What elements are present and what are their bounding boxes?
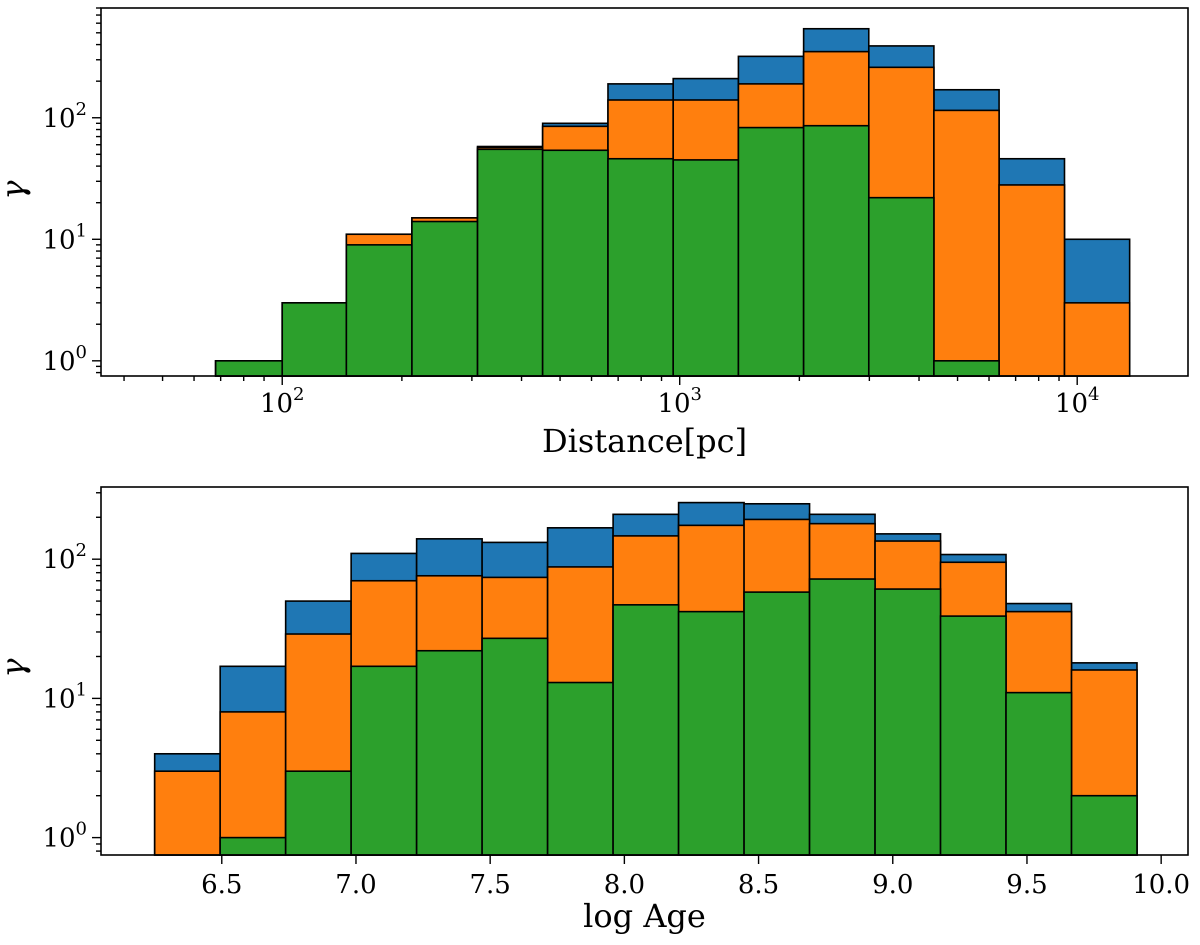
bar-green-3 [284, 770, 352, 856]
bar-green-5 [415, 649, 483, 856]
bar-green-12 [933, 360, 1000, 377]
x-tick-label: 102 [260, 384, 305, 419]
y-tick-label: 101 [42, 220, 87, 255]
y-tick-label: 100 [42, 342, 87, 377]
chart-panel-2: 100 101 102 6.5 7.0 7.5 8.0 8.5 9.0 9.5 10.0 log Ag… [0, 486, 1190, 935]
x-tick-label: 7.5 [469, 870, 510, 900]
bar-green-3 [345, 244, 413, 377]
bar-orange-1 [153, 770, 221, 856]
bar-green-8 [672, 159, 740, 377]
bar-green-10 [743, 591, 811, 856]
bar-green-9 [737, 126, 805, 377]
chart-panel-1: 100 101 102 102 103 104 Distance[pc] γ [0, 7, 1189, 460]
bar-green-10 [802, 124, 870, 377]
x-tick-label: 6.5 [201, 870, 242, 900]
x-tick-label: 103 [657, 384, 702, 419]
x-tick-label: 104 [1055, 384, 1100, 419]
x-tick-label: 7.0 [335, 870, 376, 900]
bar-green-6 [541, 149, 609, 377]
x-axis-title: Distance[pc] [542, 422, 747, 460]
y-axis-title: γ [0, 180, 32, 200]
x-tick-label: 10.0 [1132, 870, 1190, 900]
bar-green-12 [874, 588, 942, 856]
y-tick-label: 100 [42, 819, 87, 854]
y-axis-title: γ [0, 658, 32, 678]
plot-frame [100, 486, 1189, 856]
x-tick-label: 9.0 [872, 870, 913, 900]
bar-green-5 [476, 148, 544, 377]
x-tick-label: 8.5 [738, 870, 779, 900]
y-tick-label: 102 [42, 99, 87, 134]
y-tick-label: 102 [42, 540, 87, 575]
bar-green-7 [607, 157, 674, 377]
bar-green-2 [281, 302, 348, 377]
bar-green-13 [939, 615, 1007, 856]
bar-green-14 [1005, 691, 1073, 856]
plot-frame [100, 7, 1189, 377]
bar-green-4 [350, 665, 418, 856]
bar-green-9 [677, 610, 745, 856]
x-tick-label: 9.5 [1006, 870, 1047, 900]
bar-orange-2 [219, 711, 287, 856]
bar-green-4 [411, 220, 479, 377]
bar-green-7 [546, 681, 614, 856]
y-tick-label: 101 [42, 679, 87, 714]
bar-orange-12 [933, 109, 1000, 377]
x-tick-label: 8.0 [604, 870, 645, 900]
bar-green-6 [481, 637, 549, 856]
bar-green-1 [214, 360, 284, 377]
bar-orange-14 [1063, 302, 1131, 377]
bar-green-2 [219, 836, 287, 856]
bar-orange-13 [998, 184, 1066, 377]
bar-green-8 [612, 604, 680, 856]
bar-green-11 [808, 578, 876, 856]
bar-green-11 [867, 196, 935, 377]
x-axis-title: log Age [583, 897, 706, 935]
bar-green-15 [1070, 794, 1138, 856]
